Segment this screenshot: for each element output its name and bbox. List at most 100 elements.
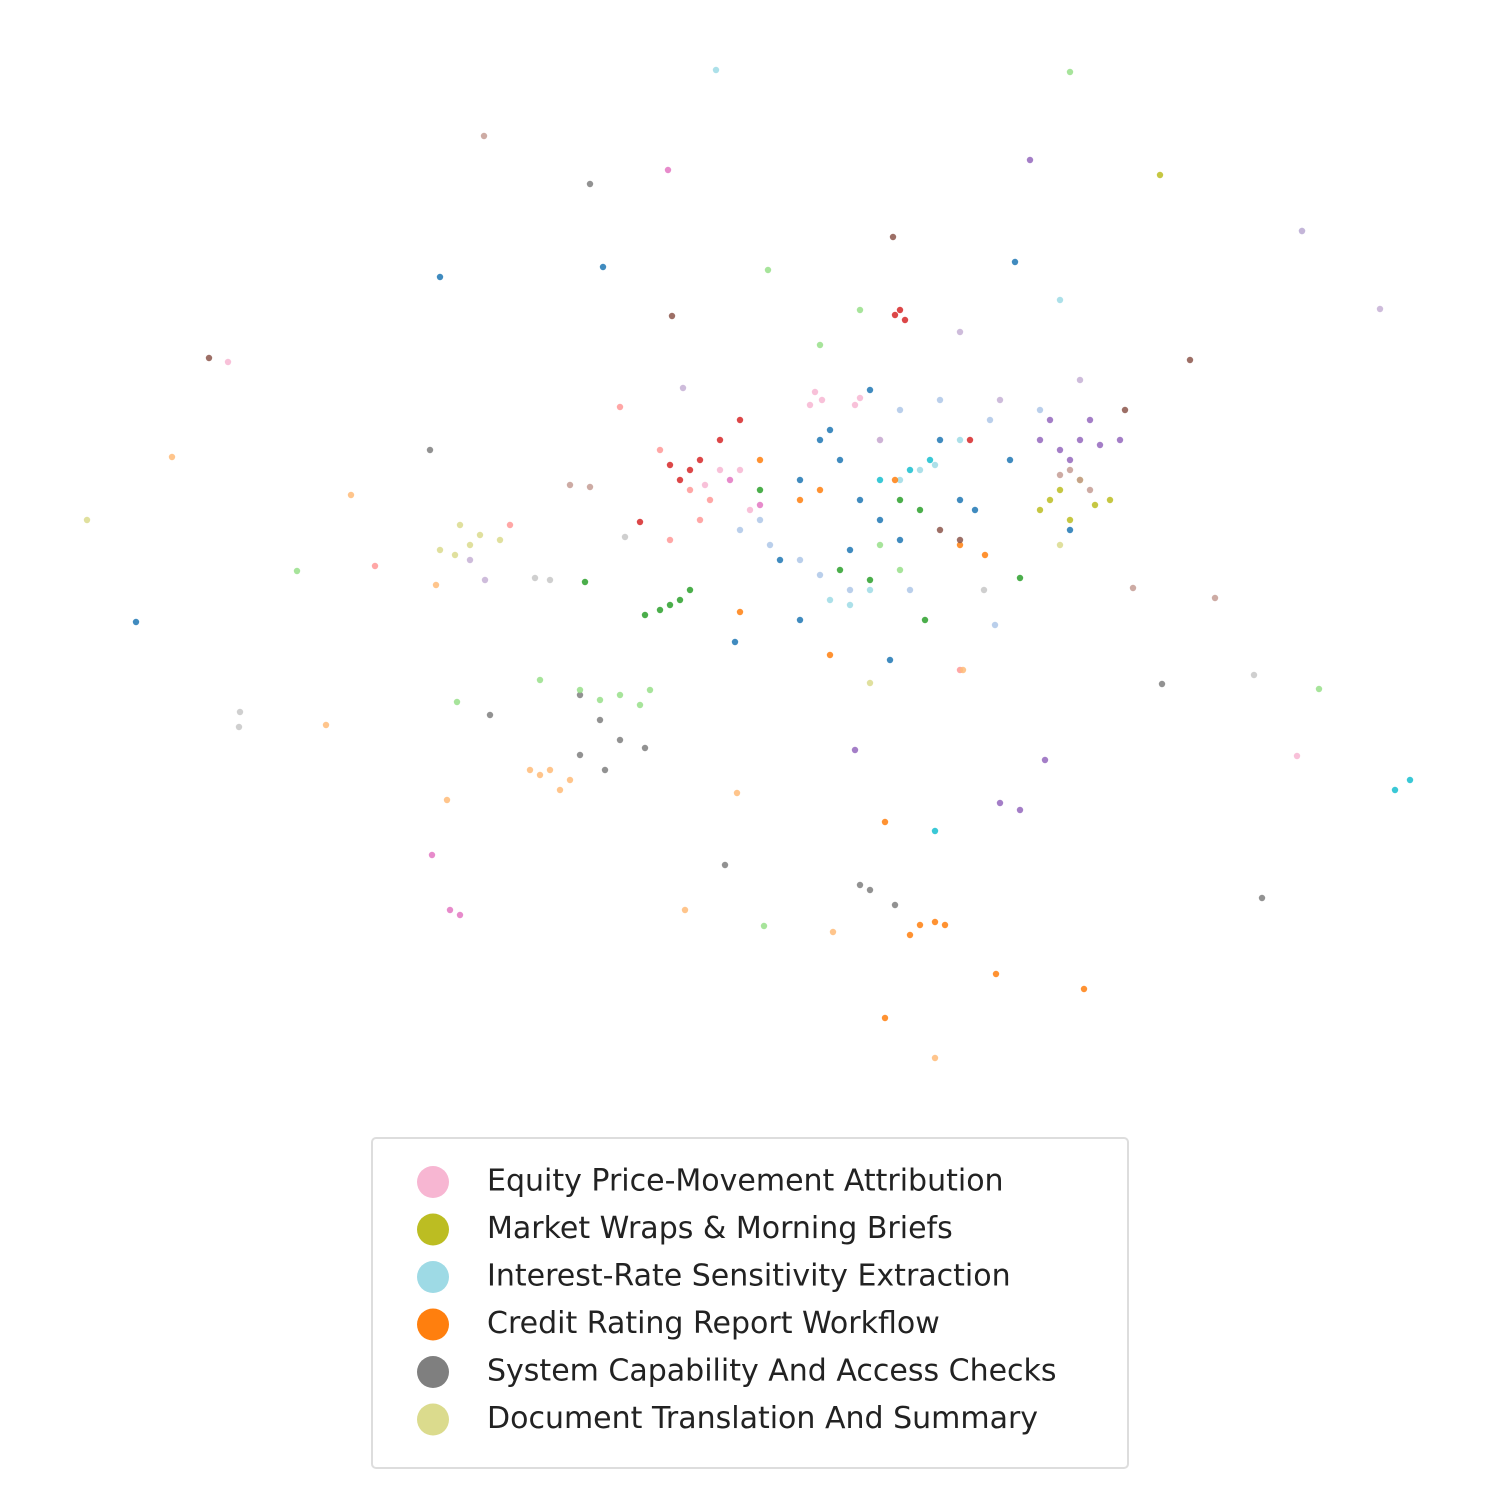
legend-marker — [417, 1166, 449, 1198]
point — [1129, 584, 1137, 592]
point — [1080, 985, 1088, 993]
point — [696, 516, 704, 524]
point — [721, 861, 729, 869]
point — [891, 901, 899, 909]
point — [668, 312, 676, 320]
point — [576, 691, 584, 699]
point — [959, 666, 967, 674]
point — [456, 521, 464, 529]
point — [981, 551, 989, 559]
point — [601, 766, 609, 774]
point — [1293, 752, 1301, 760]
point — [966, 436, 974, 444]
point — [1026, 156, 1034, 164]
legend-marker — [417, 1261, 449, 1293]
point — [796, 476, 804, 484]
point — [756, 456, 764, 464]
point — [931, 1054, 939, 1062]
point — [446, 906, 454, 914]
point — [453, 698, 461, 706]
point — [686, 586, 694, 594]
point — [656, 606, 664, 614]
point — [1086, 416, 1094, 424]
point — [836, 566, 844, 574]
point — [566, 776, 574, 784]
point — [664, 166, 672, 174]
point — [616, 736, 624, 744]
point — [816, 486, 824, 494]
point — [731, 638, 739, 646]
point — [931, 918, 939, 926]
point — [701, 481, 709, 489]
point — [1056, 446, 1064, 454]
point — [891, 476, 899, 484]
point — [293, 567, 301, 575]
point — [466, 556, 474, 564]
point — [816, 341, 824, 349]
point — [506, 521, 514, 529]
point — [1096, 441, 1104, 449]
point — [991, 621, 999, 629]
point — [851, 401, 859, 409]
point — [881, 818, 889, 826]
point — [531, 574, 539, 582]
point — [936, 396, 944, 404]
point — [746, 506, 754, 514]
point — [1056, 471, 1064, 479]
point — [641, 611, 649, 619]
point — [916, 921, 924, 929]
point — [466, 541, 474, 549]
point — [556, 786, 564, 794]
legend-label: Equity Price-Movement Attribution — [487, 1164, 1004, 1199]
point — [1056, 486, 1064, 494]
point — [426, 446, 434, 454]
point — [586, 483, 594, 491]
point — [956, 436, 964, 444]
point — [371, 562, 379, 570]
point — [896, 566, 904, 574]
point — [596, 716, 604, 724]
point — [641, 744, 649, 752]
point — [818, 396, 826, 404]
point — [536, 676, 544, 684]
point — [736, 416, 744, 424]
point — [726, 476, 734, 484]
point — [322, 721, 330, 729]
point — [716, 466, 724, 474]
point — [486, 711, 494, 719]
point — [696, 456, 704, 464]
point — [576, 751, 584, 759]
point — [956, 496, 964, 504]
point — [656, 446, 664, 454]
point — [916, 506, 924, 514]
point — [956, 541, 964, 549]
point — [1076, 376, 1084, 384]
point — [856, 881, 864, 889]
point — [886, 656, 894, 664]
point — [83, 516, 91, 524]
point — [1156, 171, 1164, 179]
point — [205, 354, 213, 362]
point — [456, 911, 464, 919]
point — [956, 328, 964, 336]
point — [1106, 496, 1114, 504]
point — [1016, 806, 1024, 814]
point — [1376, 305, 1384, 313]
point — [1036, 436, 1044, 444]
point — [480, 132, 488, 140]
point — [596, 696, 604, 704]
point — [906, 586, 914, 594]
point — [733, 789, 741, 797]
legend-label: Credit Rating Report Workflow — [487, 1306, 940, 1341]
point — [826, 426, 834, 434]
point — [676, 476, 684, 484]
point — [581, 578, 589, 586]
point — [806, 401, 814, 409]
point — [1066, 456, 1074, 464]
point — [666, 536, 674, 544]
point — [881, 1014, 889, 1022]
point — [826, 596, 834, 604]
point — [956, 536, 964, 544]
point — [1076, 436, 1084, 444]
point — [1391, 786, 1399, 794]
